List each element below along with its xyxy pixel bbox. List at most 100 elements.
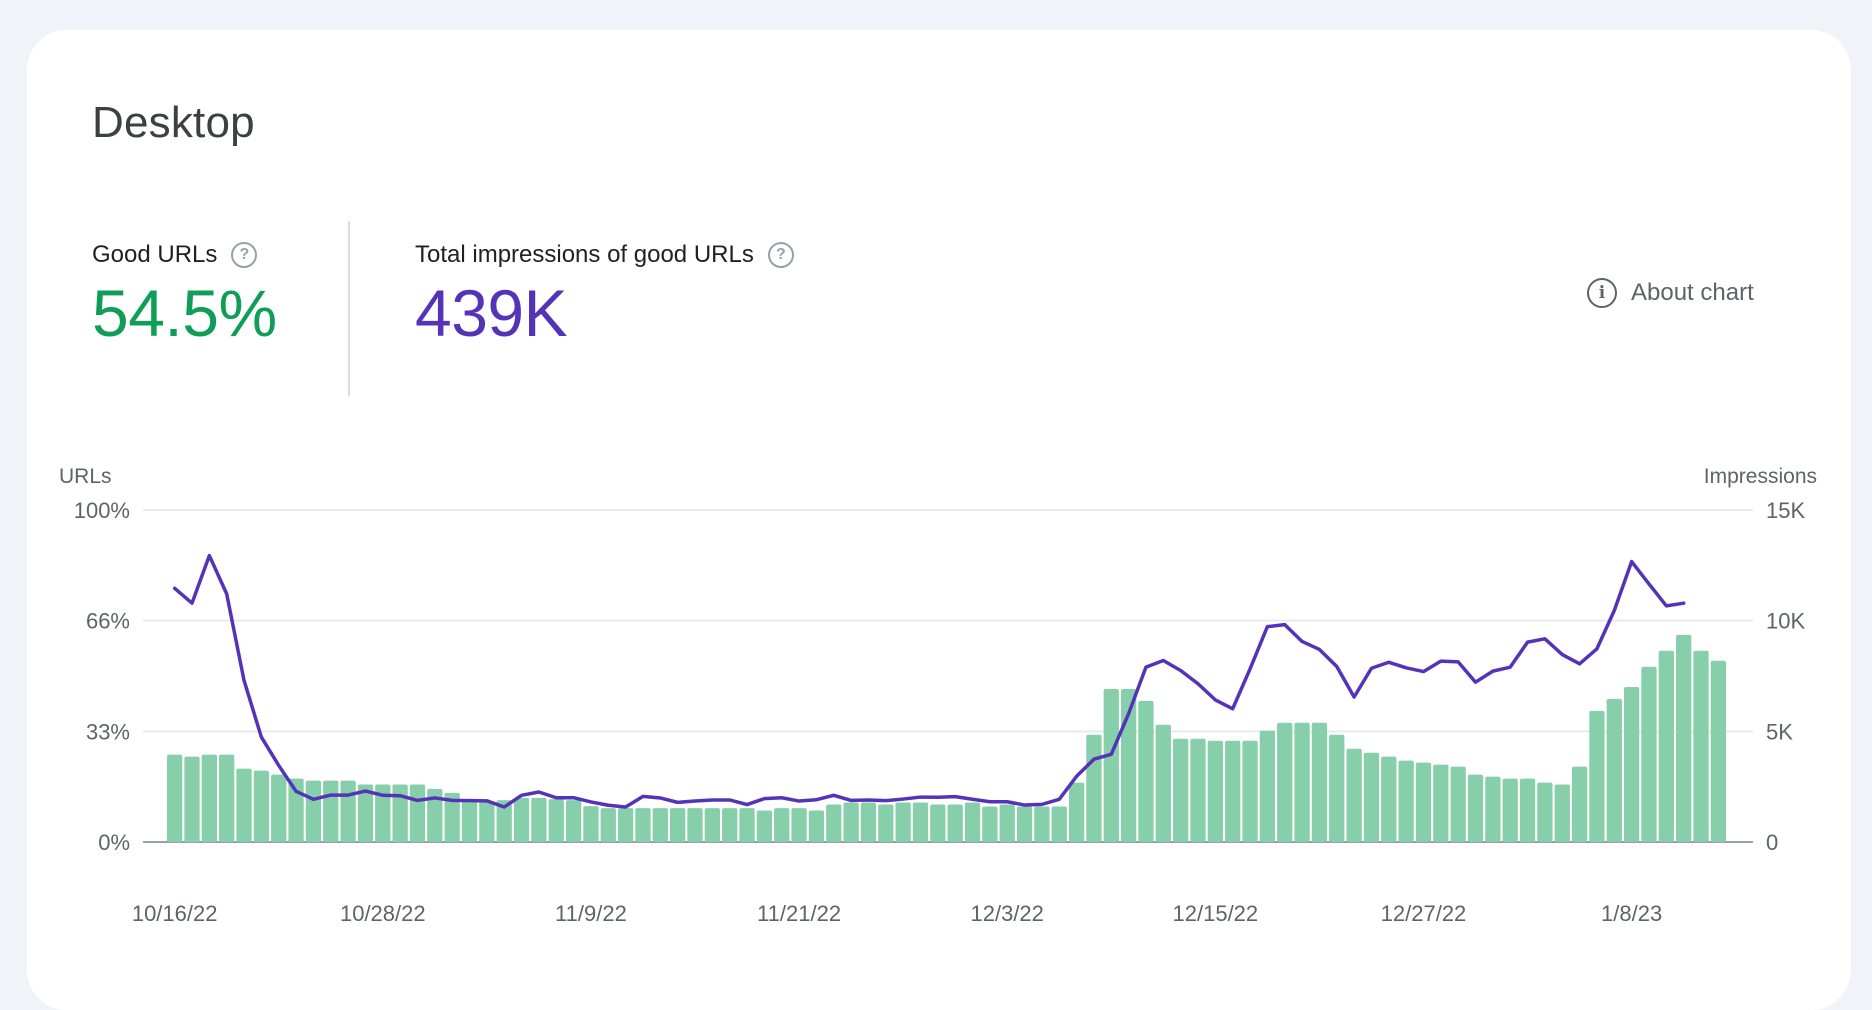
bar	[1277, 723, 1292, 842]
bar	[462, 800, 477, 843]
bar	[930, 804, 945, 842]
bar	[1294, 723, 1309, 842]
bar	[774, 808, 789, 842]
bar	[1503, 779, 1518, 842]
bar	[1052, 806, 1067, 842]
bar	[670, 808, 685, 842]
bar	[1000, 804, 1015, 842]
bar	[635, 808, 650, 842]
bar	[1346, 749, 1361, 842]
bar	[757, 810, 772, 842]
bars	[167, 635, 1726, 842]
bar	[1485, 777, 1500, 842]
bar	[1242, 741, 1257, 842]
bar	[878, 804, 893, 842]
bar	[1624, 687, 1639, 842]
bar	[1034, 806, 1049, 842]
bar	[1017, 806, 1032, 842]
bar	[1156, 725, 1171, 842]
right-tick-label: 15K	[1766, 498, 1805, 523]
bar	[1190, 739, 1205, 842]
bar	[219, 755, 234, 842]
bar	[809, 810, 824, 842]
left-tick-label: 33%	[86, 719, 130, 744]
bar	[1381, 757, 1396, 842]
bar	[1676, 635, 1691, 842]
bar	[1537, 783, 1552, 842]
bar	[965, 802, 980, 842]
bar	[895, 802, 910, 842]
x-tick-label: 12/15/22	[1173, 901, 1259, 926]
x-tick-label: 10/28/22	[340, 901, 426, 926]
bar	[1693, 651, 1708, 842]
bar	[861, 802, 876, 842]
x-tick-label: 10/16/22	[132, 901, 218, 926]
bar	[340, 781, 355, 842]
bar	[1364, 753, 1379, 842]
bar	[913, 802, 928, 842]
bar	[653, 808, 668, 842]
bar	[288, 779, 303, 842]
bar	[323, 781, 338, 842]
bar	[549, 799, 564, 842]
bar	[1398, 761, 1413, 842]
bar	[1451, 767, 1466, 842]
bar	[1208, 741, 1223, 842]
bar	[1312, 723, 1327, 842]
bar	[739, 808, 754, 842]
x-tick-label: 1/8/23	[1601, 901, 1662, 926]
x-tick-label: 12/3/22	[971, 901, 1044, 926]
axes: URLs Impressions 0% 0 33% 5K 66% 10K 100% 15K 10…	[59, 465, 1817, 926]
bar	[1260, 731, 1275, 842]
bar	[514, 798, 529, 842]
bar	[1433, 765, 1448, 842]
bar	[705, 808, 720, 842]
bar	[1607, 699, 1622, 842]
bar	[167, 755, 182, 842]
bar	[531, 798, 546, 842]
bar	[479, 801, 494, 842]
bar	[410, 785, 425, 842]
x-tick-label: 11/9/22	[555, 901, 627, 926]
bar	[843, 802, 858, 842]
bar	[392, 785, 407, 842]
left-tick-label: 100%	[74, 498, 130, 523]
bar	[601, 808, 616, 842]
bar	[1104, 689, 1119, 842]
bar	[202, 755, 217, 842]
bar	[1173, 739, 1188, 842]
bar	[271, 775, 286, 842]
urls-impressions-chart: URLs Impressions 0% 0 33% 5K 66% 10K 100% 15K 10…	[0, 0, 1872, 966]
bar	[583, 806, 598, 842]
bar	[1329, 735, 1344, 842]
right-tick-label: 5K	[1766, 719, 1793, 744]
left-tick-label: 0%	[98, 830, 130, 855]
bar	[254, 771, 269, 842]
left-tick-label: 66%	[86, 609, 130, 634]
x-tick-label: 11/21/22	[757, 901, 841, 926]
bar	[1086, 735, 1101, 842]
bar	[236, 769, 251, 842]
bar	[184, 757, 199, 842]
bar	[1416, 763, 1431, 842]
bar	[618, 808, 633, 842]
bar	[722, 808, 737, 842]
left-axis-title: URLs	[59, 465, 112, 488]
bar	[791, 808, 806, 842]
bar	[1138, 701, 1153, 842]
bar	[306, 781, 321, 842]
bar	[1069, 783, 1084, 842]
right-tick-label: 10K	[1766, 609, 1805, 634]
bar	[1225, 741, 1240, 842]
bar	[1520, 779, 1535, 842]
bar	[566, 800, 581, 842]
bar	[687, 808, 702, 842]
x-tick-label: 12/27/22	[1381, 901, 1467, 926]
right-tick-label: 0	[1766, 830, 1778, 855]
bar	[948, 804, 963, 842]
bar	[982, 806, 997, 842]
right-axis-title: Impressions	[1704, 465, 1817, 488]
bar	[826, 804, 841, 842]
bar	[1641, 667, 1656, 842]
bar	[1659, 651, 1674, 842]
